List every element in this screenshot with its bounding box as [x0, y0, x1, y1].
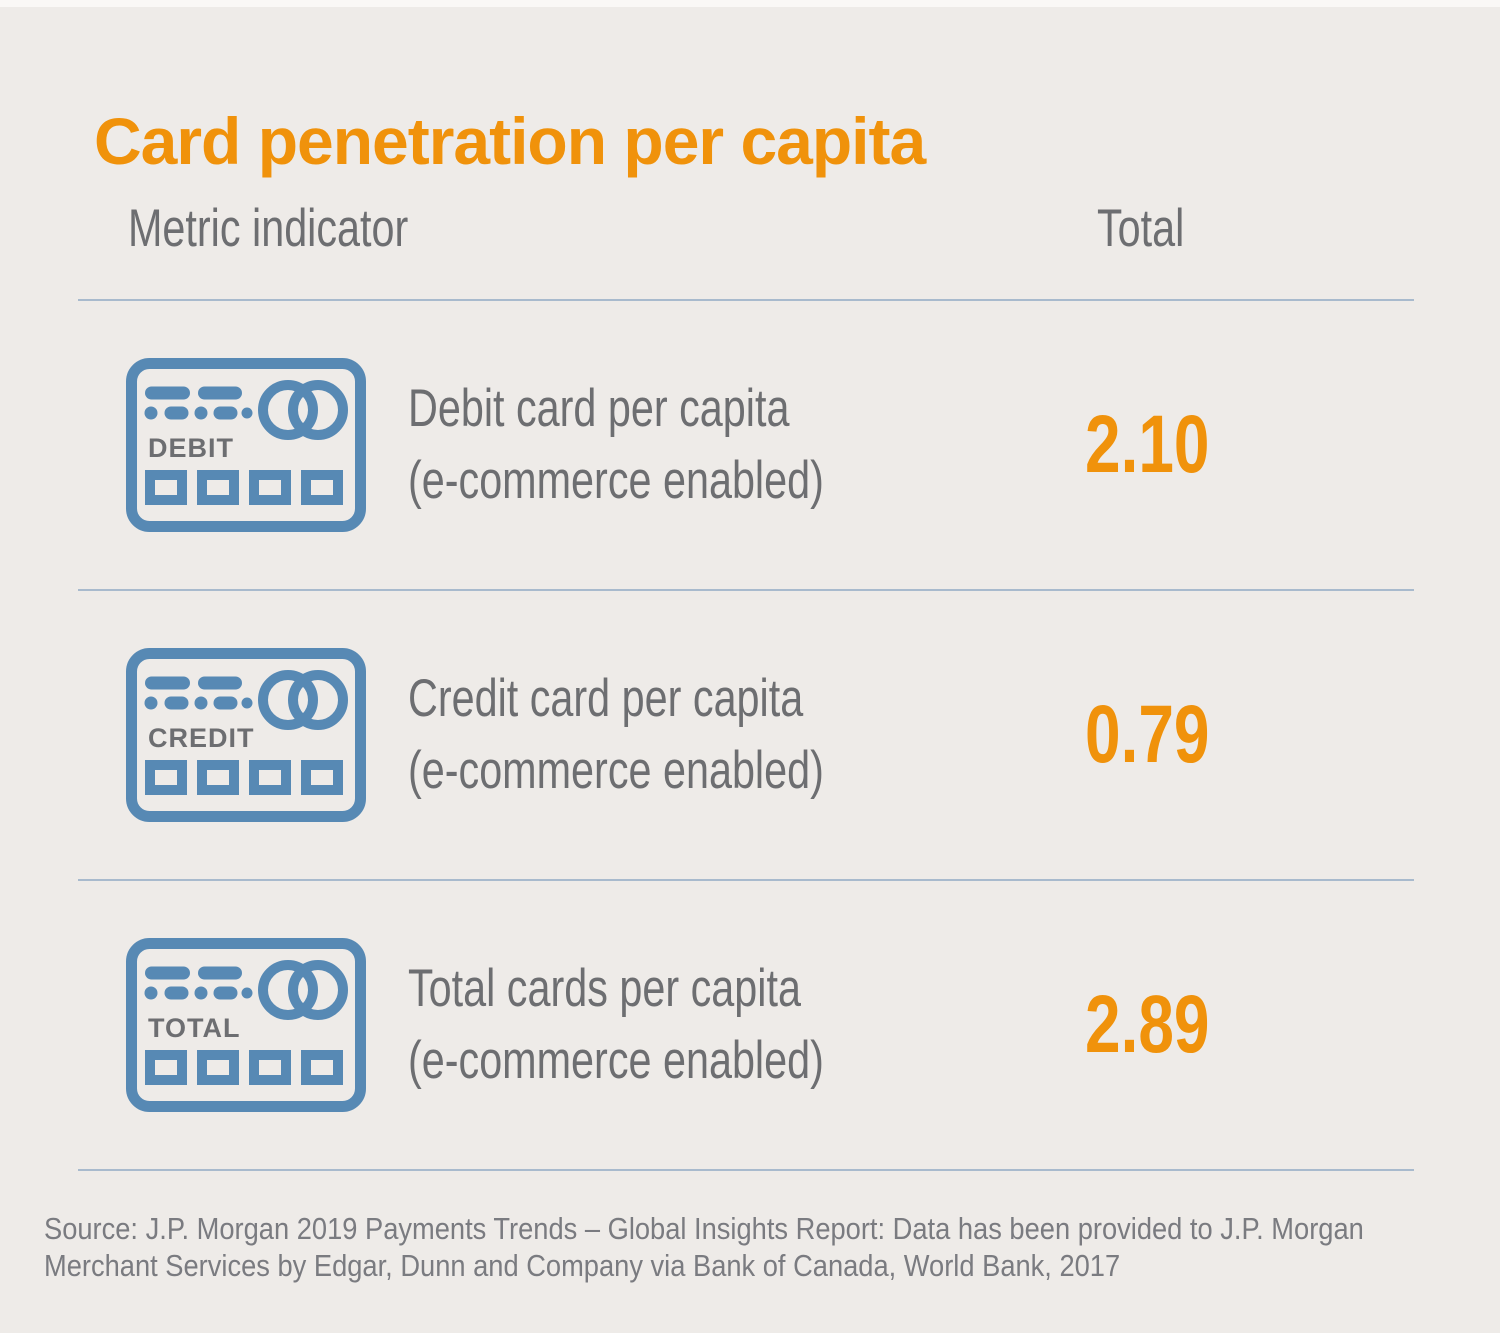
source-line1: Source: J.P. Morgan 2019 Payments Trends…: [44, 1211, 1364, 1246]
column-header-total: Total: [1097, 199, 1185, 258]
card-network-circles-icon: [258, 670, 348, 730]
card-network-circles-icon: [258, 960, 348, 1020]
table-row-debit: DEBIT Debit card per capita (e-commerce …: [78, 301, 1414, 591]
metric-label: Credit card per capita (e-commerce enabl…: [408, 663, 824, 807]
column-header-metric-indicator: Metric indicator: [128, 199, 409, 258]
metric-value: 2.10: [1085, 399, 1210, 490]
metric-label-line2: (e-commerce enabled): [408, 451, 824, 510]
credit-card-icon: CREDIT: [126, 648, 366, 822]
metric-value: 0.79: [1085, 689, 1210, 780]
metrics-table: DEBIT Debit card per capita (e-commerce …: [78, 299, 1414, 1171]
table-row-credit: CREDIT Credit card per capita (e-commerc…: [78, 591, 1414, 881]
metric-label-line1: Total cards per capita: [408, 959, 801, 1018]
debit-card-icon: DEBIT: [126, 358, 366, 532]
card-type-label: DEBIT: [148, 433, 234, 463]
table-row-total: TOTAL Total cards per capita (e-commerce…: [78, 881, 1414, 1171]
top-edge-strip: [0, 0, 1500, 7]
total-cards-icon: TOTAL: [126, 938, 366, 1112]
metric-label-line1: Debit card per capita: [408, 379, 790, 438]
source-attribution: Source: J.P. Morgan 2019 Payments Trends…: [44, 1210, 1500, 1284]
page-title: Card penetration per capita: [94, 104, 926, 179]
card-type-label: CREDIT: [148, 723, 255, 753]
metric-value: 2.89: [1085, 979, 1210, 1070]
card-type-label: TOTAL: [148, 1013, 241, 1043]
source-line2: Merchant Services by Edgar, Dunn and Com…: [44, 1248, 1121, 1283]
card-network-circles-icon: [258, 380, 348, 440]
metric-label: Total cards per capita (e-commerce enabl…: [408, 953, 824, 1097]
metric-label: Debit card per capita (e-commerce enable…: [408, 373, 824, 517]
metric-label-line2: (e-commerce enabled): [408, 1031, 824, 1090]
metric-label-line2: (e-commerce enabled): [408, 741, 824, 800]
metric-label-line1: Credit card per capita: [408, 669, 804, 728]
